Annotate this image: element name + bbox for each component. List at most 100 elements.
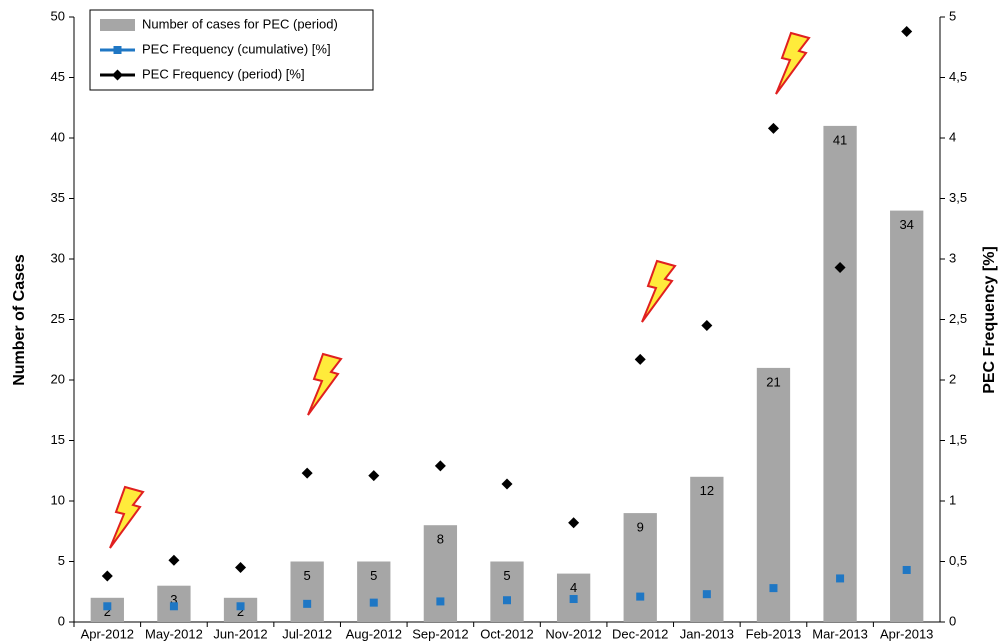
lightning-icon — [307, 352, 343, 416]
line-marker — [434, 460, 446, 472]
y2-tick-label: 0,5 — [949, 553, 967, 568]
lightning-icon — [641, 259, 677, 323]
line-marker — [836, 574, 845, 583]
x-tick-label: Dec-2012 — [612, 626, 668, 641]
legend-label: Number of cases for PEC (period) — [142, 16, 338, 31]
bar-value-label: 41 — [833, 132, 847, 147]
x-tick-label: Oct-2012 — [480, 626, 533, 641]
y-tick-label: 30 — [51, 250, 65, 265]
bar — [756, 367, 791, 622]
legend-swatch — [100, 19, 135, 31]
y-tick-label: 25 — [51, 311, 65, 326]
line-marker — [501, 478, 513, 490]
y-tick-label: 5 — [58, 553, 65, 568]
lightning-icon — [775, 31, 811, 95]
line-marker — [767, 122, 779, 134]
lightning-icon — [109, 485, 145, 549]
y2-tick-label: 1 — [949, 492, 956, 507]
bar-value-label: 4 — [570, 580, 577, 595]
bar-value-label: 2 — [237, 604, 244, 619]
bar — [623, 513, 657, 622]
line-marker — [168, 554, 180, 566]
y2-tick-label: 0 — [949, 613, 956, 628]
y-tick-label: 50 — [51, 8, 65, 23]
line-marker — [303, 599, 312, 608]
y2-tick-label: 5 — [949, 8, 956, 23]
y-tick-label: 20 — [51, 371, 65, 386]
line-marker — [369, 598, 378, 607]
bar — [690, 476, 724, 622]
y-axis-title: Number of Cases — [11, 254, 28, 386]
legend-label: PEC Frequency (period) [%] — [142, 66, 305, 81]
bar-value-label: 34 — [899, 217, 913, 232]
line-marker — [169, 602, 178, 611]
line-marker — [101, 570, 113, 582]
y2-tick-label: 1,5 — [949, 432, 967, 447]
line-marker — [103, 602, 112, 611]
line-marker — [436, 597, 445, 606]
y2-tick-label: 2,5 — [949, 311, 967, 326]
x-tick-label: Nov-2012 — [545, 626, 601, 641]
x-tick-label: Aug-2012 — [346, 626, 402, 641]
bar-value-label: 21 — [766, 374, 780, 389]
bar-value-label: 9 — [637, 520, 644, 535]
bar — [823, 125, 857, 623]
x-tick-label: Sep-2012 — [412, 626, 468, 641]
line-marker — [503, 596, 511, 605]
line-marker — [701, 320, 713, 332]
bar-value-label: 5 — [304, 568, 311, 583]
x-tick-label: Jan-2013 — [680, 626, 734, 641]
bar — [890, 210, 924, 622]
bar-value-label: 8 — [437, 532, 444, 547]
x-tick-label: Jun-2012 — [213, 626, 267, 641]
legend: Number of cases for PEC (period) PEC Freq… — [89, 9, 374, 91]
y-tick-label: 10 — [51, 492, 65, 507]
bar — [490, 561, 524, 622]
y2-tick-label: 4 — [949, 129, 956, 144]
line-marker — [902, 565, 911, 574]
line-marker — [834, 261, 846, 273]
line-marker — [901, 26, 913, 38]
line-marker — [368, 470, 380, 482]
legend-label: PEC Frequency (cumulative) [%] — [142, 41, 331, 56]
y-tick-label: 40 — [51, 129, 65, 144]
y-tick-label: 0 — [58, 613, 65, 628]
legend-marker — [112, 69, 123, 81]
lightning-decorations — [109, 31, 811, 549]
x-tick-label: Apr-2013 — [880, 626, 933, 641]
bar — [357, 561, 391, 622]
line-marker — [569, 595, 578, 604]
bar — [423, 525, 458, 622]
line-marker — [236, 602, 245, 611]
line-marker — [568, 517, 580, 529]
bar-value-label: 5 — [503, 568, 510, 583]
bar-value-label: 12 — [700, 483, 714, 498]
bar-value-label: 3 — [170, 592, 177, 607]
legend-marker — [113, 46, 122, 54]
x-tick-label: Apr-2012 — [81, 626, 134, 641]
bar-value-label: 5 — [370, 568, 377, 583]
x-tick-label: Feb-2013 — [746, 626, 802, 641]
bar — [290, 561, 324, 622]
y-tick-label: 45 — [51, 69, 65, 84]
bar-value-label: 2 — [104, 604, 111, 619]
x-tick-label: Jul-2012 — [282, 626, 332, 641]
line-marker — [634, 353, 646, 365]
y2-tick-label: 4,5 — [949, 69, 967, 84]
line-marker — [702, 590, 711, 599]
y-tick-label: 15 — [51, 432, 65, 447]
y2-tick-label: 3 — [949, 250, 956, 265]
y2-axis-title: PEC Frequency [%] — [981, 246, 998, 394]
line-marker — [769, 584, 778, 593]
legend-box — [89, 9, 374, 91]
x-tick-label: May-2012 — [145, 626, 203, 641]
y2-tick-label: 3,5 — [949, 190, 967, 205]
y-tick-label: 35 — [51, 190, 65, 205]
line-marker — [301, 467, 313, 479]
x-tick-label: Mar-2013 — [812, 626, 868, 641]
line-marker — [636, 592, 645, 601]
y2-tick-label: 2 — [949, 371, 956, 386]
line-marker — [235, 562, 247, 574]
